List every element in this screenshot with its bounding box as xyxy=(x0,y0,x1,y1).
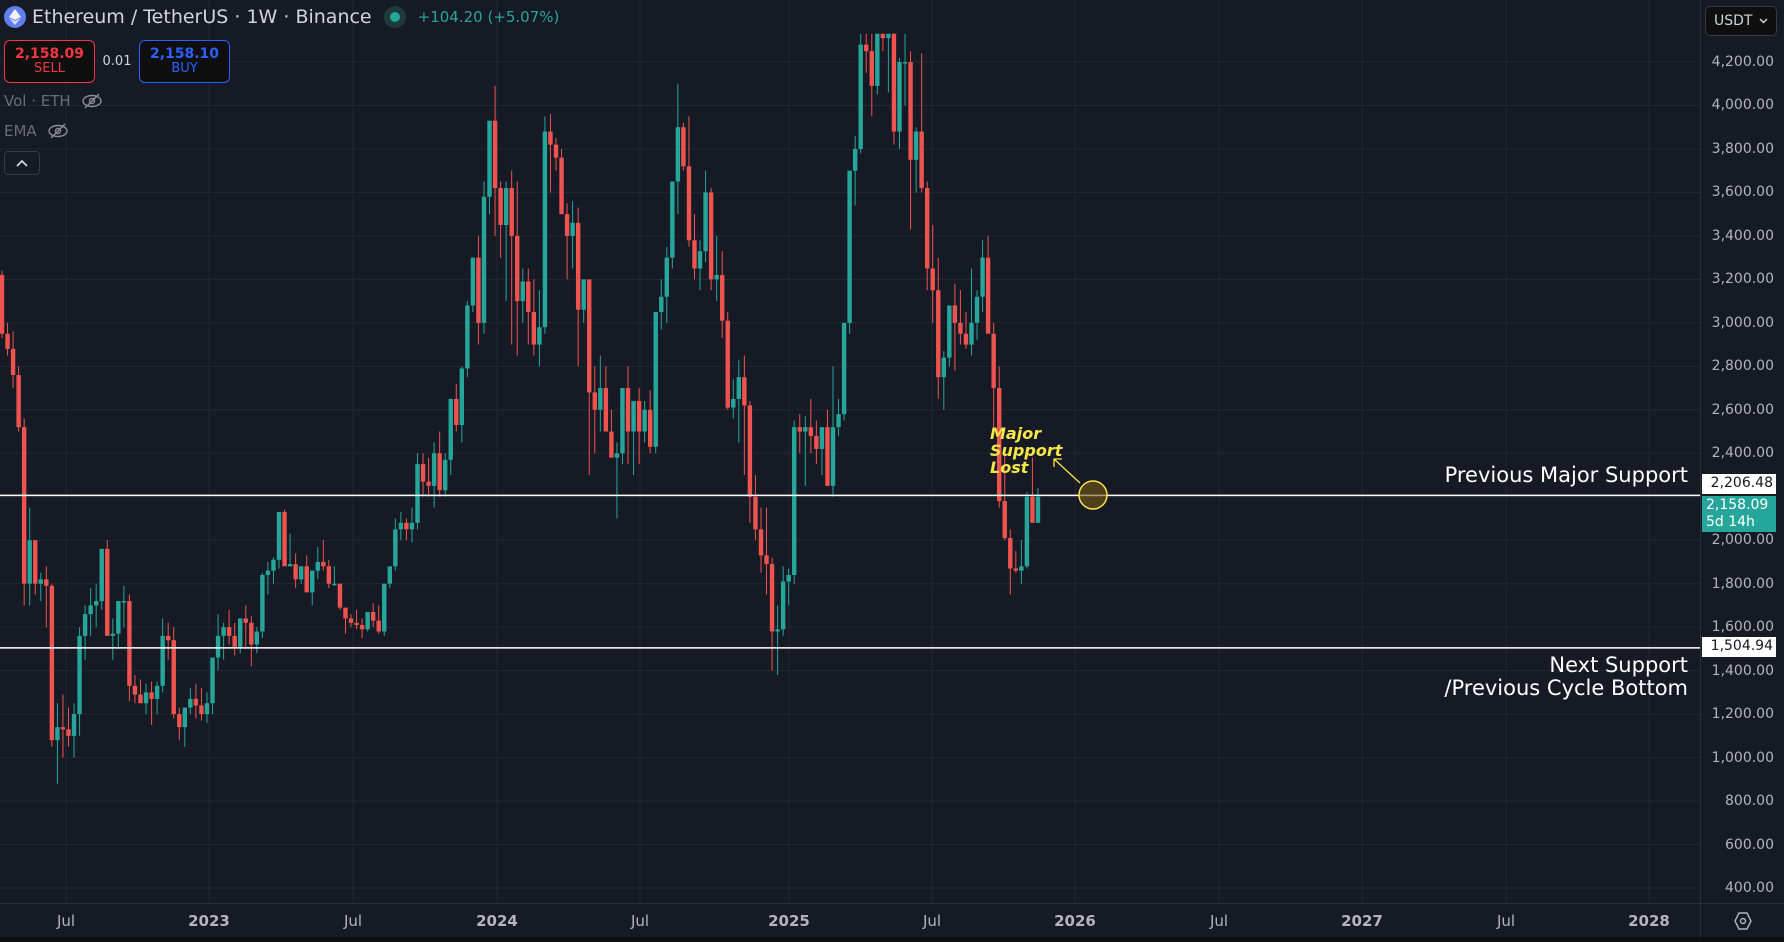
chart-pane[interactable]: Ethereum / TetherUS · 1W · Binance +104.… xyxy=(0,0,1700,903)
price-tick-label: 1,200.00 xyxy=(1711,706,1774,723)
eye-off-icon[interactable] xyxy=(47,123,69,139)
ethereum-logo-icon xyxy=(4,6,26,28)
price-change: +104.20 (+5.07%) xyxy=(417,8,560,26)
price-tick-label: 2,000.00 xyxy=(1711,532,1774,549)
time-tick-label: 2028 xyxy=(1628,912,1670,930)
price-tick-label: 1,800.00 xyxy=(1711,575,1774,592)
price-tick-label: 400.00 xyxy=(1725,880,1774,896)
current-price: 2,158.09 xyxy=(1706,497,1769,513)
buy-label: BUY xyxy=(171,61,198,77)
indicator-volume-label: Vol · ETH xyxy=(4,92,71,110)
previous-support-price-tag: 2,206.48 xyxy=(1702,474,1776,494)
time-tick-label: Jul xyxy=(922,912,942,930)
chevron-up-icon xyxy=(16,159,28,167)
eye-off-icon[interactable] xyxy=(81,93,103,109)
candlestick-chart[interactable] xyxy=(0,0,1700,903)
price-axis[interactable]: USDT 4,200.00 4,000.00 3,800.00 3,600.00 3,4… xyxy=(1700,0,1784,903)
collapse-legend-button[interactable] xyxy=(4,151,40,175)
market-status-icon[interactable] xyxy=(383,6,406,28)
bottom-strip xyxy=(0,937,1784,942)
price-tick-label: 2,400.00 xyxy=(1711,445,1774,462)
arrowhead-icon xyxy=(1053,458,1062,467)
time-tick-label: 2026 xyxy=(1054,912,1096,930)
time-tick-label: Jul xyxy=(56,912,76,930)
time-tick-label: 2024 xyxy=(476,912,518,930)
grid-lines xyxy=(0,0,1700,903)
time-tick-label: 2025 xyxy=(768,912,810,930)
current-price-tag: 2,158.09 5d 14h xyxy=(1702,496,1776,532)
sell-price: 2,158.09 xyxy=(14,45,85,62)
arrow-icon xyxy=(1053,458,1081,484)
chevron-down-icon xyxy=(1759,18,1768,24)
price-tick-label: 800.00 xyxy=(1725,793,1774,810)
time-tick-label: 2023 xyxy=(188,912,230,930)
price-tick-label: 3,600.00 xyxy=(1711,184,1774,201)
indicator-ema-label: EMA xyxy=(4,122,37,140)
sell-button[interactable]: 2,158.09 SELL xyxy=(4,40,95,83)
time-tick-label: Jul xyxy=(630,912,650,930)
spread-value: 0.01 xyxy=(102,54,132,69)
trade-buttons: 2,158.09 SELL 0.01 2,158.10 BUY xyxy=(4,40,230,83)
price-tick-label: 3,400.00 xyxy=(1711,227,1774,244)
time-tick-label: Jul xyxy=(1209,912,1229,930)
chart-settings-button[interactable] xyxy=(1700,903,1784,937)
previous-major-support-label[interactable]: Previous Major Support xyxy=(1444,463,1688,487)
time-axis[interactable]: Jul 2023 Jul 2024 Jul 2025 Jul 2026 Jul 2027 Jul 20… xyxy=(0,903,1700,937)
price-tick-label: 2,800.00 xyxy=(1711,358,1774,375)
price-tick-label: 3,200.00 xyxy=(1711,271,1774,288)
next-support-price-tag: 1,504.94 xyxy=(1702,637,1776,657)
price-tick-label: 1,400.00 xyxy=(1711,662,1774,679)
price-tick-label: 1,000.00 xyxy=(1711,749,1774,766)
price-tick-label: 3,000.00 xyxy=(1711,314,1774,331)
time-tick-label: 2027 xyxy=(1341,912,1383,930)
settings-icon xyxy=(1733,911,1752,930)
next-support-label[interactable]: Next Support /Previous Cycle Bottom xyxy=(1444,653,1688,700)
sell-label: SELL xyxy=(34,61,65,77)
time-tick-label: Jul xyxy=(1496,912,1516,930)
currency-label: USDT xyxy=(1714,13,1753,29)
candles xyxy=(0,33,1041,784)
symbol-title[interactable]: Ethereum / TetherUS · 1W · Binance xyxy=(32,6,372,28)
price-tick-label: 2,600.00 xyxy=(1711,401,1774,418)
bar-countdown: 5d 14h xyxy=(1706,514,1755,530)
price-tick-label: 600.00 xyxy=(1725,836,1774,853)
indicator-volume[interactable]: Vol · ETH xyxy=(4,92,103,110)
support-lost-marker[interactable] xyxy=(1053,458,1108,510)
major-support-lost-label[interactable]: Major Support Lost xyxy=(990,424,1063,477)
price-tick-label: 4,000.00 xyxy=(1711,97,1774,114)
price-tick-label: 1,600.00 xyxy=(1711,619,1774,636)
buy-price: 2,158.10 xyxy=(149,45,220,62)
indicator-ema[interactable]: EMA xyxy=(4,122,69,140)
currency-dropdown[interactable]: USDT xyxy=(1705,6,1777,36)
buy-button[interactable]: 2,158.10 BUY xyxy=(139,40,230,83)
time-tick-label: Jul xyxy=(343,912,363,930)
price-tick-label: 4,200.00 xyxy=(1711,54,1774,70)
support-lost-circle xyxy=(1078,480,1108,510)
symbol-legend[interactable]: Ethereum / TetherUS · 1W · Binance +104.… xyxy=(4,6,559,28)
price-tick-label: 3,800.00 xyxy=(1711,140,1774,157)
